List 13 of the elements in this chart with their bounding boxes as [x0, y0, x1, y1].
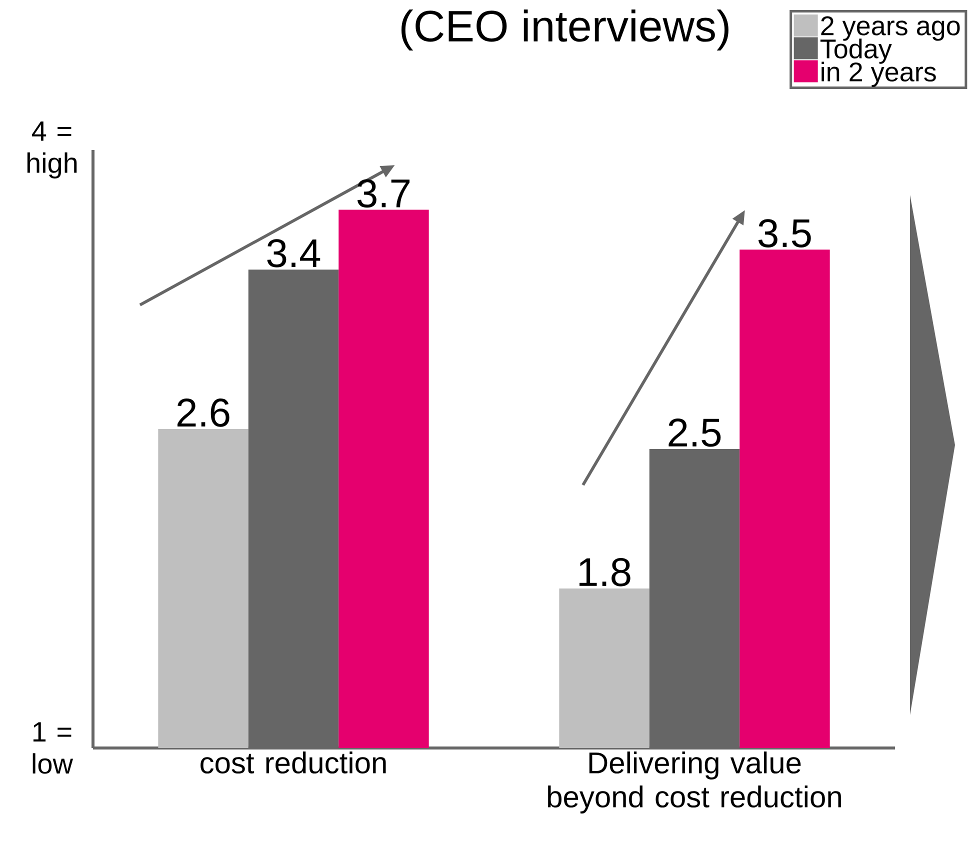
- chart-title: (CEO interviews): [401, 9, 728, 50]
- y-tick-label: 4 = high: [27, 121, 77, 179]
- data-label: 3.4: [267, 239, 320, 268]
- legend-label: Today: [820, 38, 892, 64]
- x-tick-label: cost reduction: [200, 752, 386, 774]
- data-label: 3.5: [758, 219, 811, 248]
- data-label: 2.5: [668, 418, 721, 447]
- data-label: 1.8: [580, 558, 630, 586]
- legend-label: 2 years ago: [821, 16, 960, 41]
- data-label: 3.7: [357, 179, 410, 208]
- y-tick-label: 1 = low: [32, 722, 74, 774]
- data-label: 2.6: [177, 398, 230, 427]
- x-tick-label: Delivering value beyond cost reduction: [548, 752, 841, 814]
